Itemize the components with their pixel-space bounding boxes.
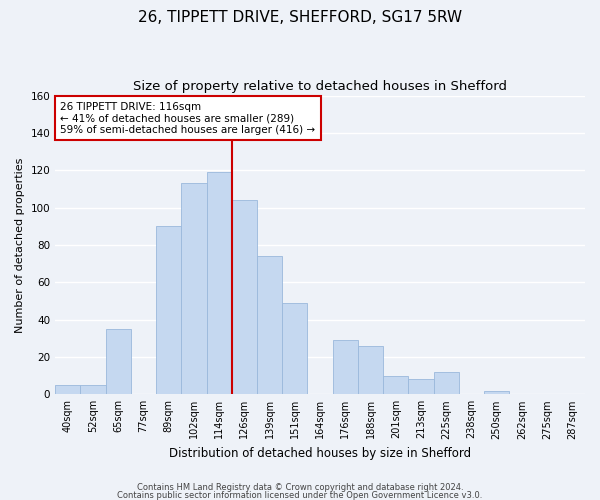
Bar <box>156 226 181 394</box>
Bar <box>282 303 307 394</box>
Bar <box>181 184 206 394</box>
Bar <box>409 380 434 394</box>
X-axis label: Distribution of detached houses by size in Shefford: Distribution of detached houses by size … <box>169 447 471 460</box>
Bar <box>232 200 257 394</box>
Bar <box>358 346 383 395</box>
Bar <box>80 385 106 394</box>
Bar <box>55 385 80 394</box>
Text: Contains HM Land Registry data © Crown copyright and database right 2024.: Contains HM Land Registry data © Crown c… <box>137 484 463 492</box>
Text: 26 TIPPETT DRIVE: 116sqm
← 41% of detached houses are smaller (289)
59% of semi-: 26 TIPPETT DRIVE: 116sqm ← 41% of detach… <box>61 102 316 134</box>
Bar <box>106 329 131 394</box>
Text: 26, TIPPETT DRIVE, SHEFFORD, SG17 5RW: 26, TIPPETT DRIVE, SHEFFORD, SG17 5RW <box>138 10 462 25</box>
Bar <box>383 376 409 394</box>
Bar <box>257 256 282 394</box>
Bar <box>206 172 232 394</box>
Bar <box>484 390 509 394</box>
Title: Size of property relative to detached houses in Shefford: Size of property relative to detached ho… <box>133 80 507 93</box>
Bar <box>434 372 459 394</box>
Text: Contains public sector information licensed under the Open Government Licence v3: Contains public sector information licen… <box>118 490 482 500</box>
Bar <box>332 340 358 394</box>
Y-axis label: Number of detached properties: Number of detached properties <box>15 157 25 332</box>
